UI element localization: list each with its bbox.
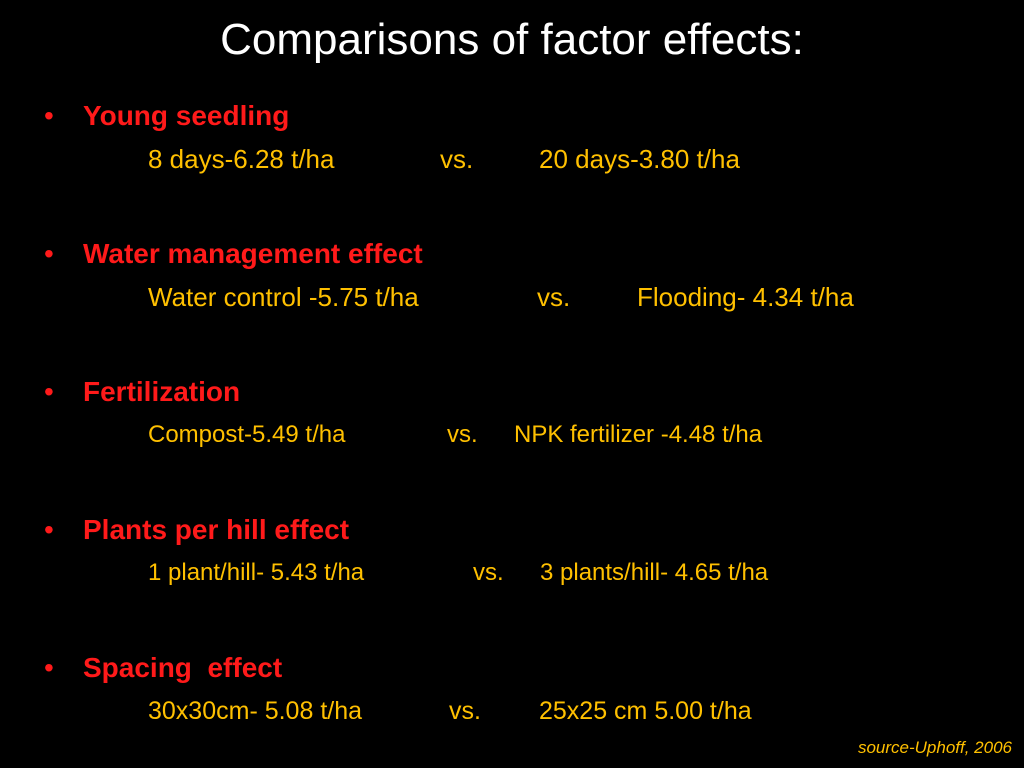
factor-item-fertilization: • Fertilization Compost-5.49 t/ha vs. NP…	[0, 374, 1024, 458]
comparison-left: Water control -5.75 t/ha	[148, 282, 419, 312]
factor-heading: Plants per hill effect	[83, 514, 350, 545]
comparison-right: Flooding- 4.34 t/ha	[637, 282, 854, 312]
source-citation: source-Uphoff, 2006	[857, 738, 1012, 757]
factor-heading-row: • Plants per hill effect	[0, 512, 1024, 550]
comparison-row: 1 plant/hill- 5.43 t/ha vs. 3 plants/hil…	[0, 556, 1024, 596]
vs-label: vs.	[447, 421, 478, 448]
bullet-icon: •	[44, 238, 54, 269]
factor-heading: Water management effect	[83, 238, 423, 269]
factor-heading: Young seedling	[83, 100, 290, 131]
bullet-icon: •	[44, 652, 54, 683]
comparison-row: Compost-5.49 t/ha vs. NPK fertilizer -4.…	[0, 418, 1024, 458]
bullet-icon: •	[44, 100, 54, 131]
factor-heading: Fertilization	[83, 376, 241, 407]
vs-label: vs.	[473, 559, 504, 586]
vs-label: vs.	[440, 144, 474, 174]
comparison-right: 25x25 cm 5.00 t/ha	[539, 697, 752, 725]
comparison-left: 30x30cm- 5.08 t/ha	[148, 697, 363, 725]
comparison-right: 3 plants/hill- 4.65 t/ha	[540, 559, 769, 586]
bullet-icon: •	[44, 376, 54, 407]
factor-item-young-seedling: • Young seedling 8 days-6.28 t/ha vs. 20…	[0, 98, 1024, 182]
comparison-right: NPK fertilizer -4.48 t/ha	[514, 421, 763, 448]
comparison-row: 30x30cm- 5.08 t/ha vs. 25x25 cm 5.00 t/h…	[0, 694, 1024, 734]
comparison-row: 8 days-6.28 t/ha vs. 20 days-3.80 t/ha	[0, 142, 1024, 182]
comparison-right: 20 days-3.80 t/ha	[539, 144, 740, 174]
factor-heading-row: • Water management effect	[0, 236, 1024, 274]
factor-heading: Spacing effect	[83, 652, 283, 683]
slide-title: Comparisons of factor effects:	[220, 15, 804, 64]
factor-heading-row: • Spacing effect	[0, 650, 1024, 688]
comparison-left: Compost-5.49 t/ha	[148, 421, 346, 448]
factor-item-water-management: • Water management effect Water control …	[0, 236, 1024, 320]
comparison-left: 8 days-6.28 t/ha	[148, 144, 335, 174]
factor-item-spacing: • Spacing effect 30x30cm- 5.08 t/ha vs. …	[0, 650, 1024, 734]
comparison-left: 1 plant/hill- 5.43 t/ha	[148, 559, 365, 586]
factor-heading-row: • Young seedling	[0, 98, 1024, 136]
factor-heading-row: • Fertilization	[0, 374, 1024, 412]
vs-label: vs.	[537, 282, 571, 312]
factor-item-plants-per-hill: • Plants per hill effect 1 plant/hill- 5…	[0, 512, 1024, 596]
bullet-icon: •	[44, 514, 54, 545]
vs-label: vs.	[449, 697, 481, 725]
comparison-row: Water control -5.75 t/ha vs. Flooding- 4…	[0, 280, 1024, 320]
